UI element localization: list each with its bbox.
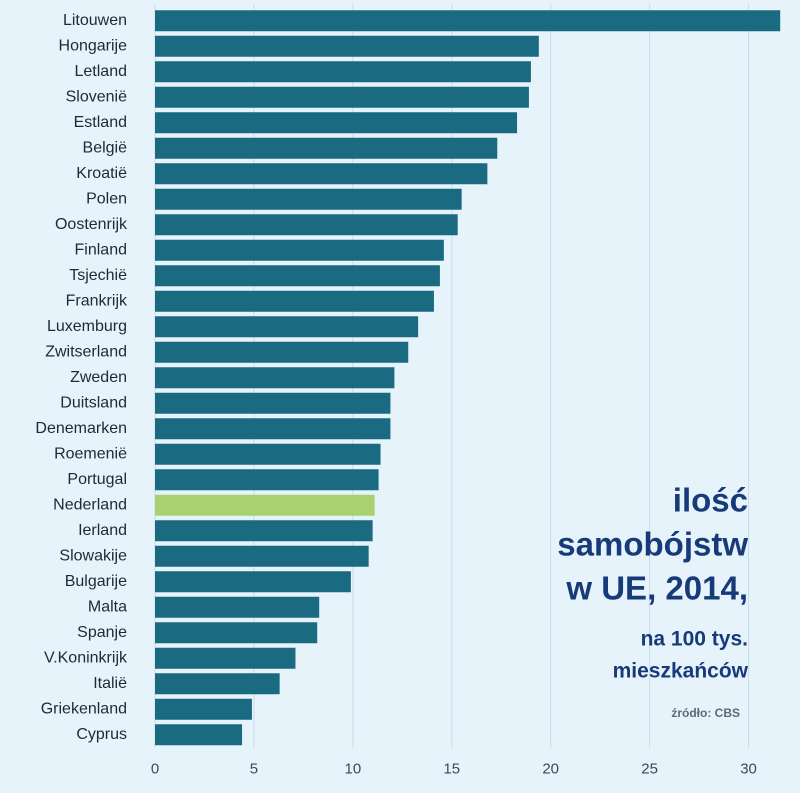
chart-title: w UE, 2014, xyxy=(565,570,748,607)
source-note: źródło: CBS xyxy=(671,706,740,720)
y-tick-label: Zwitserland xyxy=(45,343,127,360)
chart-subtitle: mieszkańców xyxy=(613,660,749,683)
x-tick-label: 30 xyxy=(740,760,757,777)
x-tick-label: 10 xyxy=(345,760,362,777)
bar xyxy=(155,520,373,542)
y-tick-label: België xyxy=(83,139,128,156)
y-tick-label: Cyprus xyxy=(76,726,127,743)
bar xyxy=(155,35,539,57)
bar xyxy=(155,571,351,593)
bar xyxy=(155,86,529,108)
y-tick-label: Bulgarije xyxy=(65,573,127,590)
x-tick-label: 20 xyxy=(542,760,559,777)
chart-title: samobójstw xyxy=(557,526,748,563)
y-tick-label: Frankrijk xyxy=(66,292,128,309)
y-tick-label: Hongarije xyxy=(59,37,128,54)
bar xyxy=(155,494,375,516)
y-tick-label: Tsjechië xyxy=(69,267,127,284)
chart-title: ilość xyxy=(673,482,748,519)
bar xyxy=(155,724,243,746)
bar xyxy=(155,316,419,338)
bar xyxy=(155,61,531,83)
x-tick-label: 5 xyxy=(250,760,258,777)
y-tick-label: Slowakije xyxy=(59,547,127,564)
bar xyxy=(155,647,296,669)
bar xyxy=(155,622,318,644)
y-tick-label: Luxemburg xyxy=(47,318,127,335)
y-tick-label: Polen xyxy=(86,190,127,207)
bar xyxy=(155,367,395,389)
bar xyxy=(155,265,440,287)
bar xyxy=(155,239,444,261)
y-tick-label: Finland xyxy=(75,241,127,258)
x-tick-label: 25 xyxy=(641,760,658,777)
y-tick-label: V.Koninkrijk xyxy=(44,649,128,666)
bar xyxy=(155,188,462,210)
bar xyxy=(155,10,781,32)
chart-subtitle: na 100 tys. xyxy=(641,628,748,651)
bar xyxy=(155,418,391,440)
bar xyxy=(155,673,280,695)
y-tick-label: Ierland xyxy=(78,522,127,539)
y-tick-label: Malta xyxy=(88,598,127,615)
x-tick-label: 0 xyxy=(151,760,159,777)
y-tick-label: Estland xyxy=(74,114,127,131)
bar xyxy=(155,469,379,491)
y-tick-label: Kroatië xyxy=(76,165,127,182)
y-tick-label: Slovenië xyxy=(66,88,127,105)
bar xyxy=(155,545,369,567)
bar xyxy=(155,392,391,414)
y-tick-label: Litouwen xyxy=(63,12,127,29)
bar xyxy=(155,341,409,363)
y-tick-label: Nederland xyxy=(53,496,127,513)
y-tick-label: Oostenrijk xyxy=(55,216,128,233)
bar xyxy=(155,163,488,185)
bar xyxy=(155,698,252,720)
bar xyxy=(155,112,518,134)
y-tick-label: Italië xyxy=(93,675,127,692)
bar xyxy=(155,596,320,618)
y-tick-label: Roemenië xyxy=(54,445,127,462)
y-tick-label: Spanje xyxy=(77,624,127,641)
bar xyxy=(155,214,458,236)
y-tick-label: Duitsland xyxy=(60,394,127,411)
x-tick-label: 15 xyxy=(443,760,460,777)
bar xyxy=(155,443,381,465)
y-tick-label: Letland xyxy=(75,63,128,80)
bar xyxy=(155,290,434,312)
y-tick-label: Zweden xyxy=(70,369,127,386)
y-tick-label: Griekenland xyxy=(41,700,127,717)
y-tick-label: Denemarken xyxy=(35,420,127,437)
bar xyxy=(155,137,498,159)
y-tick-label: Portugal xyxy=(67,471,127,488)
